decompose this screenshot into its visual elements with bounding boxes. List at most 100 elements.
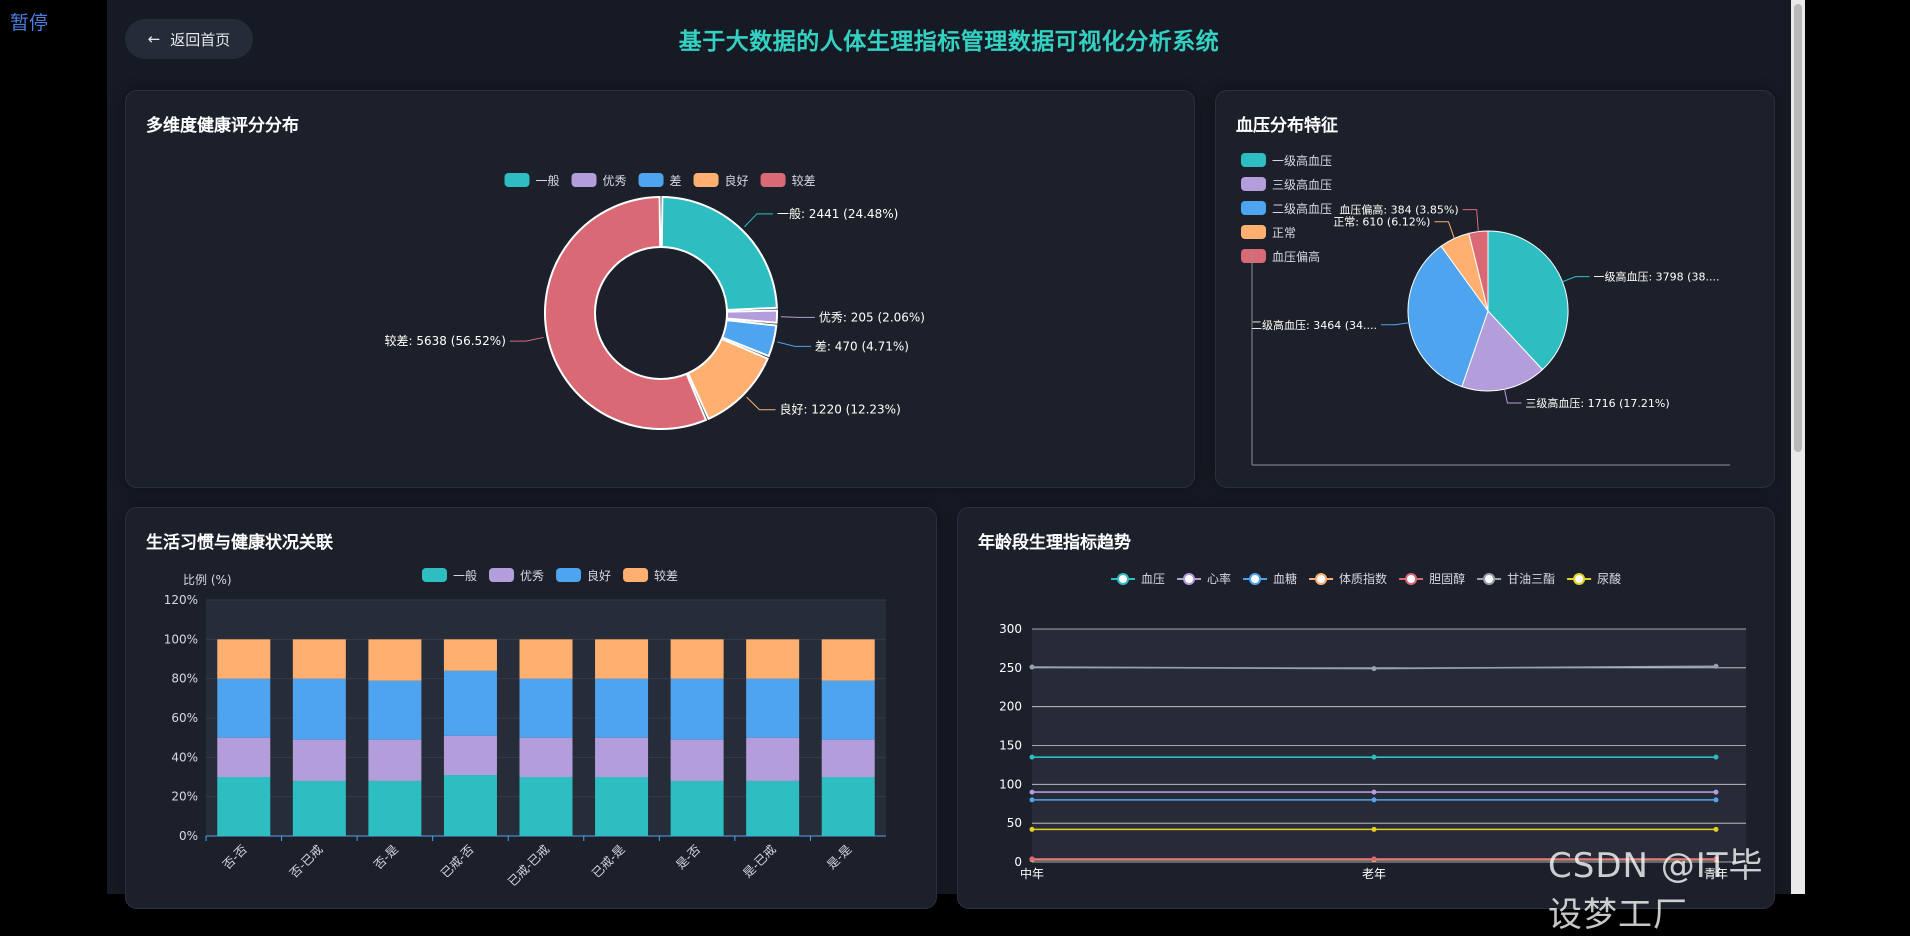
line-y-tick-250: 250: [999, 661, 1022, 675]
donut-label-优秀: 优秀: 205 (2.06%): [819, 310, 925, 324]
bar-segment-已戒-是-一般: [595, 777, 649, 836]
blood-pressure-legend-swatch-正常: [1241, 225, 1266, 239]
bar-segment-否-是-良好: [368, 680, 422, 740]
bar-segment-是-是-一般: [821, 777, 875, 836]
age-trend-legend-marker-胆固醇: [1405, 573, 1418, 585]
scrollbar-thumb[interactable]: [1794, 4, 1802, 452]
bar-segment-否-已戒-优秀: [292, 739, 346, 781]
blood-pressure-legend-label-二级高血压: 二级高血压: [1272, 201, 1332, 216]
line-point-心率-0: [1029, 789, 1035, 795]
bar-y-tick-40: 40%: [171, 750, 198, 764]
health-score-legend-swatch-优秀: [571, 173, 597, 187]
lifestyle-legend-swatch-一般: [422, 568, 447, 582]
bar-x-label-已戒-否: 已戒-否: [438, 842, 476, 880]
line-point-血糖-1: [1371, 797, 1377, 803]
health-score-legend-swatch-一般: [504, 173, 530, 187]
bar-segment-已戒-是-优秀: [595, 737, 649, 777]
lifestyle-title: 生活习惯与健康状况关联: [146, 533, 333, 553]
bar-segment-是-已戒-一般: [746, 780, 800, 836]
bar-segment-已戒-是-较差: [595, 639, 649, 679]
blood-pressure-title: 血压分布特征: [1236, 116, 1338, 136]
blood-pressure-legend-swatch-血压偏高: [1241, 249, 1266, 263]
bar-segment-已戒-否-良好: [443, 670, 497, 736]
bar-segment-否-是-较差: [368, 639, 422, 681]
bar-x-label-已戒-已戒: 已戒-已戒: [505, 842, 552, 889]
line-point-血压-0: [1029, 754, 1035, 760]
line-point-甘油三酯-1: [1371, 666, 1377, 672]
pie-label-一级高血压: 一级高血压: 3798 (38....: [1593, 270, 1719, 284]
line-point-血压-1: [1371, 754, 1377, 760]
bar-x-label-否-是: 否-是: [371, 842, 401, 872]
line-point-血糖-0: [1029, 797, 1035, 803]
age-trend-legend-label-尿酸: 尿酸: [1597, 571, 1621, 586]
age-trend-card: 年龄段生理指标趋势 血压 心率 血糖 体质指数 胆固醇 甘油三酯 尿酸 0 50 100 150 20…: [957, 507, 1775, 909]
pie-leader-正常: [1434, 221, 1455, 239]
lifestyle-legend-label-良好: 良好: [587, 568, 611, 583]
age-trend-title: 年龄段生理指标趋势: [978, 533, 1131, 553]
pie-label-二级高血压: 二级高血压: 3464 (34....: [1251, 318, 1377, 332]
lifestyle-legend-swatch-较差: [623, 568, 649, 582]
health-score-title: 多维度健康评分分布: [146, 116, 299, 136]
bar-x-label-是-否: 是-否: [673, 842, 703, 872]
bar-x-label-是-已戒: 是-已戒: [740, 842, 778, 880]
app-title: 基于大数据的人体生理指标管理数据可视化分析系统: [678, 29, 1220, 55]
bar-segment-否-否-一般: [217, 777, 271, 836]
bar-segment-是-已戒-优秀: [746, 737, 800, 781]
bar-segment-是-是-良好: [821, 680, 875, 740]
pie-leader-三级高血压: [1504, 389, 1522, 404]
bar-y-tick-0: 0%: [179, 829, 198, 843]
age-trend-legend-label-甘油三酯: 甘油三酯: [1507, 572, 1555, 586]
age-trend-legend-label-心率: 心率: [1207, 571, 1231, 586]
donut-slice-优秀: [725, 309, 778, 324]
bar-segment-否-已戒-较差: [292, 639, 346, 679]
bar-segment-是-已戒-较差: [746, 639, 800, 679]
lifestyle-card: 生活习惯与健康状况关联 一般 优秀 良好 较差 比例 (%) 0% 20% 40% 60% 80%…: [125, 507, 937, 909]
vertical-scrollbar[interactable]: [1791, 0, 1805, 894]
pie-slice-一级高血压: [1487, 230, 1569, 371]
bar-segment-否-已戒-良好: [292, 678, 346, 740]
health-score-card: 多维度健康评分分布 一般 优秀 差 良好 较差 一般: 2441 (24.48%) 优秀: …: [125, 90, 1195, 488]
bar-segment-否-已戒-一般: [292, 780, 346, 836]
bar-y-tick-120: 120%: [164, 593, 198, 607]
lifestyle-legend-swatch-良好: [556, 568, 582, 582]
lifestyle-legend-label-较差: 较差: [654, 568, 678, 583]
line-y-tick-50: 50: [1007, 816, 1022, 830]
donut-leader-差: [777, 341, 811, 347]
bar-y-tick-100: 100%: [164, 632, 198, 646]
bar-segment-已戒-否-优秀: [443, 735, 497, 776]
bar-segment-是-是-较差: [821, 639, 875, 681]
donut-leader-一般: [744, 213, 773, 228]
blood-pressure-legend-label-正常: 正常: [1272, 226, 1296, 240]
donut-leader-较差: [509, 336, 544, 342]
line-point-心率-1: [1371, 789, 1377, 795]
bar-segment-是-是-优秀: [821, 739, 875, 777]
age-trend-legend-label-血糖: 血糖: [1273, 571, 1297, 586]
donut-slice-较差: [544, 195, 708, 430]
bar-segment-已戒-已戒-较差: [519, 639, 573, 679]
arrow-left-icon: ←: [147, 30, 161, 48]
line-point-胆固醇-0: [1029, 856, 1035, 862]
donut-leader-优秀: [780, 316, 815, 318]
line-y-tick-150: 150: [999, 739, 1022, 753]
blood-pressure-legend-label-一级高血压: 一级高血压: [1272, 153, 1332, 168]
bar-segment-否-否-良好: [217, 678, 271, 738]
bar-x-label-是-是: 是-是: [824, 842, 854, 872]
donut-slice-一般: [660, 195, 778, 312]
bar-segment-否-是-优秀: [368, 739, 422, 781]
age-trend-legend-marker-尿酸: [1573, 573, 1586, 585]
pie-leader-血压偏高: [1462, 209, 1479, 232]
donut-slice-差: [720, 319, 778, 358]
back-home-button[interactable]: ← 返回首页: [125, 19, 253, 59]
donut-label-差: 差: 470 (4.71%): [815, 339, 909, 353]
line-point-心率-2: [1713, 789, 1719, 795]
bar-x-label-已戒-是: 已戒-是: [589, 842, 627, 880]
line-y-tick-0: 0: [1014, 855, 1022, 869]
line-point-甘油三酯-0: [1029, 664, 1035, 670]
line-x-label-中年: 中年: [1020, 866, 1044, 881]
bar-x-label-否-否: 否-否: [220, 842, 250, 872]
age-trend-legend-label-胆固醇: 胆固醇: [1429, 571, 1465, 586]
pie-label-血压偏高: 血压偏高: 384 (3.85%): [1339, 203, 1458, 217]
line-y-tick-300: 300: [999, 622, 1022, 636]
blood-pressure-legend-swatch-二级高血压: [1241, 201, 1266, 215]
bar-segment-已戒-已戒-一般: [519, 777, 573, 836]
